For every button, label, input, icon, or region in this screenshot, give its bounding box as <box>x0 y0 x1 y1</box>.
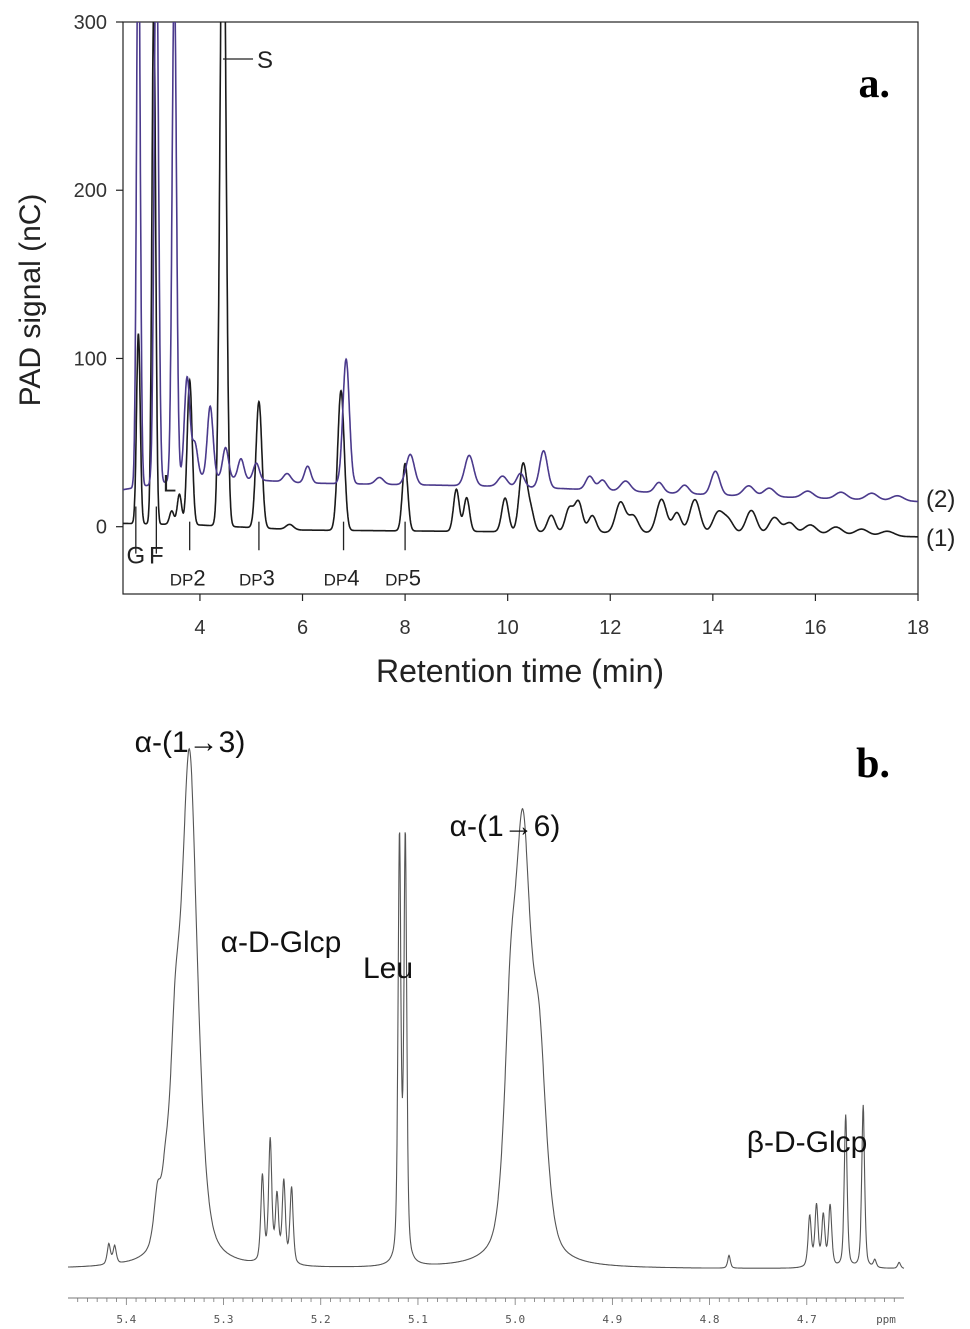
x-tick-label-b: 5.0 <box>505 1313 525 1326</box>
x-tick-label-a: 10 <box>497 617 519 639</box>
x-axis-label-a: Retention time (min) <box>376 653 664 689</box>
dp-prefix: DP <box>385 571 409 590</box>
dp-number: 3 <box>263 566 275 591</box>
trace-b <box>68 747 905 1269</box>
x-tick-label-a: 4 <box>194 617 205 639</box>
x-tick-label-b: 5.3 <box>214 1313 234 1326</box>
dp-label-5: DP5 <box>385 566 421 591</box>
panel-label-a: a. <box>859 61 891 107</box>
label-L: L <box>163 470 176 497</box>
peak-label-alpha16: α-(1→6) <box>450 810 561 843</box>
x-tick-label-a: 8 <box>400 617 411 639</box>
dp-label-3: DP3 <box>239 566 275 591</box>
x-tick-label-a: 6 <box>297 617 308 639</box>
y-tick-label-a: 300 <box>74 12 107 34</box>
x-tick-label-b: 5.1 <box>408 1313 428 1326</box>
x-unit-label-b: ppm <box>876 1313 896 1326</box>
label-G: G <box>126 543 145 570</box>
series-line-1 <box>123 22 918 538</box>
peak-label-alpha13: α-(1→3) <box>135 726 246 759</box>
annotations-b: α-(1→3) α-D-Glcp Leu α-(1→6) β-D-Glcp <box>135 726 868 1159</box>
plot-frame-a <box>122 21 919 595</box>
label-S: S <box>257 47 273 74</box>
x-tick-label-a: 16 <box>804 617 826 639</box>
y-tick-label-a: 0 <box>96 517 107 539</box>
peak-label-betaD: β-D-Glcp <box>747 1126 868 1159</box>
x-tick-label-b: 4.9 <box>602 1313 622 1326</box>
trace-label-1: (1) <box>926 525 955 552</box>
x-tick-label-b: 5.4 <box>116 1313 136 1326</box>
dp-label-4: DP4 <box>324 566 360 591</box>
dp-label-2: DP2 <box>170 566 206 591</box>
dp-prefix: DP <box>170 571 194 590</box>
series-line-2 <box>123 22 918 503</box>
x-tick-label-b: 5.2 <box>311 1313 331 1326</box>
y-axis-label-a: PAD signal (nC) <box>14 194 47 407</box>
dp-number: 5 <box>409 566 421 591</box>
x-tick-label-a: 18 <box>907 617 929 639</box>
dp-number: 2 <box>193 566 205 591</box>
axis-ticks-a: 4 6 8 10 12 14 16 18 0 100 200 300 <box>74 12 930 639</box>
axis-b: 5.4 5.3 5.2 5.1 5.0 4.9 4.8 4.7 ppm <box>68 1297 904 1326</box>
label-F: F <box>149 543 164 570</box>
dp-prefix: DP <box>239 571 263 590</box>
x-tick-label-a: 14 <box>702 617 724 639</box>
y-tick-label-a: 100 <box>74 348 107 370</box>
peak-label-leu: Leu <box>363 952 413 985</box>
x-tick-label-a: 12 <box>599 617 621 639</box>
dp-number: 4 <box>347 566 359 591</box>
nmr-panel: 5.4 5.3 5.2 5.1 5.0 4.9 4.8 4.7 ppm α-(1→3) α-D-G… <box>68 726 905 1326</box>
dp-prefix: DP <box>324 571 348 590</box>
nmr-spectrum-line <box>68 747 905 1269</box>
traces-a: (1)(2) <box>123 22 955 552</box>
peak-label-alphaD: α-D-Glcp <box>221 926 342 959</box>
x-tick-label-b: 4.7 <box>797 1313 817 1326</box>
x-tick-label-b: 4.8 <box>700 1313 720 1326</box>
trace-label-2: (2) <box>926 486 955 513</box>
y-tick-label-a: 200 <box>74 180 107 202</box>
panel-label-b: b. <box>856 741 890 787</box>
